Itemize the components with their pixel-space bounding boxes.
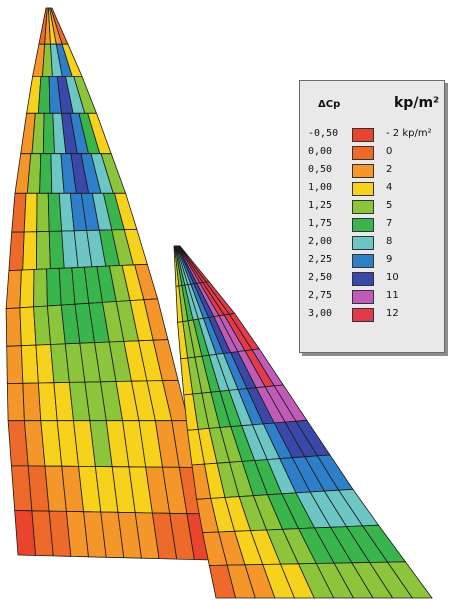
legend-kp-value: 5: [386, 200, 393, 211]
legend-row: 3,00 12: [300, 307, 446, 323]
jib-pressure-map: [173, 245, 433, 599]
legend-dcp-value: 1,75: [308, 218, 333, 229]
legend-swatch: [352, 200, 374, 214]
legend-swatch: [352, 128, 374, 142]
legend-kp-value: - 2 kp/m²: [386, 128, 432, 139]
legend-swatch: [352, 236, 374, 250]
pressure-cell: [6, 382, 25, 422]
legend-swatch: [352, 146, 374, 160]
legend-dcp-value: 2,50: [308, 272, 333, 283]
legend-swatch: [352, 164, 374, 178]
pressure-cell: [5, 269, 22, 310]
legend-row: 2,50 10: [300, 271, 446, 287]
legend-dcp-value: -0,50: [308, 128, 339, 139]
legend-row: 2,75 11: [300, 289, 446, 305]
pressure-cell: [33, 268, 48, 308]
legend-row: 2,25 9: [300, 253, 446, 269]
pressure-cell: [23, 192, 38, 233]
legend-swatch: [352, 218, 374, 232]
legend-kp-value: 11: [386, 290, 399, 301]
pressure-cell: [11, 192, 27, 233]
legend-kp-value: 0: [386, 146, 393, 157]
pressure-cell: [386, 561, 433, 599]
legend-dcp-value: 1,00: [308, 182, 333, 193]
legend-kp-value: 8: [386, 236, 393, 247]
pressure-cell: [39, 153, 53, 194]
mainsail-pressure-map: [5, 7, 213, 561]
pressure-cell: [8, 231, 25, 272]
pressure-cell: [36, 192, 50, 233]
pressure-cell: [46, 267, 62, 307]
legend-kp-value: 4: [386, 182, 393, 193]
legend-row: 0,00 0: [300, 145, 446, 161]
legend-kp-value: 2: [386, 164, 393, 175]
pressure-cell: [22, 382, 42, 422]
legend-dcp-value: 2,00: [308, 236, 333, 247]
legend-row: -0,50 - 2 kp/m²: [300, 127, 446, 143]
color-legend: ΔCp kp/m² -0,50 - 2 kp/m² 0,00 0 0,50 2 …: [299, 80, 445, 353]
legend-kp-value: 9: [386, 254, 393, 265]
legend-header-delta-cp: ΔCp: [318, 99, 341, 110]
legend-swatch: [352, 308, 374, 322]
pressure-cell: [20, 344, 39, 384]
legend-kp-value: 7: [386, 218, 393, 229]
legend-swatch: [352, 272, 374, 286]
pressure-cell: [22, 231, 38, 271]
legend-kp-value: 12: [386, 308, 399, 319]
legend-header-unit: kp/m²: [394, 95, 440, 111]
legend-kp-value: 10: [386, 272, 399, 283]
legend-dcp-value: 2,25: [308, 254, 333, 265]
legend-dcp-value: 2,75: [308, 290, 333, 301]
pressure-cell: [19, 269, 35, 309]
legend-swatch: [352, 182, 374, 196]
legend-row: 1,25 5: [300, 199, 446, 215]
legend-dcp-value: 3,00: [308, 308, 333, 319]
pressure-cell: [36, 230, 51, 270]
pressure-cell: [6, 345, 24, 385]
pressure-cell: [5, 307, 22, 347]
legend-swatch: [352, 290, 374, 304]
legend-dcp-value: 0,00: [308, 146, 333, 157]
legend-swatch: [352, 254, 374, 268]
legend-row: 0,50 2: [300, 163, 446, 179]
legend-row: 1,00 4: [300, 181, 446, 197]
legend-dcp-value: 0,50: [308, 164, 333, 175]
legend-dcp-value: 1,25: [308, 200, 333, 211]
legend-row: 1,75 7: [300, 217, 446, 233]
legend-row: 2,00 8: [300, 235, 446, 251]
